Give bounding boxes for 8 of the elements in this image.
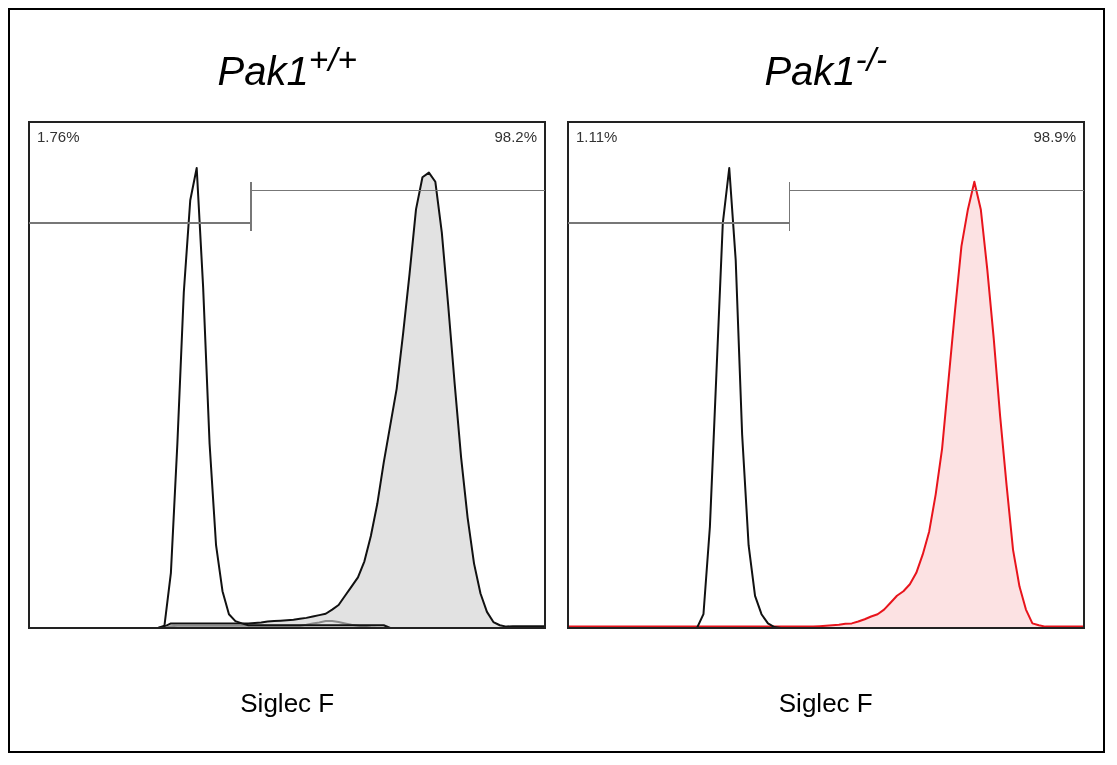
text: 1.76%: [37, 127, 80, 145]
x-axis-title: Siglec F: [240, 688, 335, 719]
chart-title: Pak1$^{+/+}$: [217, 40, 357, 96]
x-axis-title: Siglec F: [778, 688, 873, 719]
text: 98.9%: [1033, 127, 1076, 145]
text: 1.11%: [575, 127, 618, 145]
chart-title: Pak1$^{-/-}$: [764, 40, 888, 96]
text: 98.2%: [494, 127, 538, 145]
